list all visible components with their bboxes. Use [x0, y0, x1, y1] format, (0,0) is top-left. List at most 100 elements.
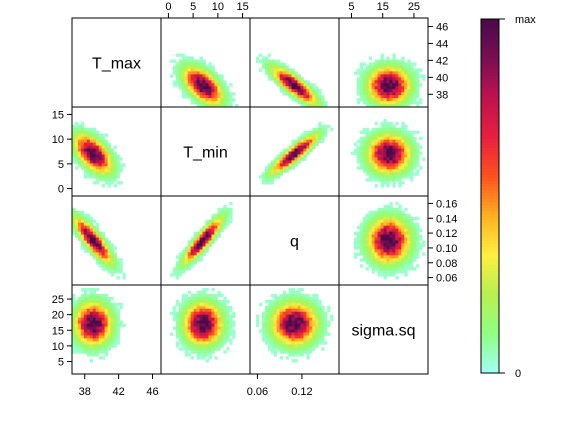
heat-cell — [416, 77, 420, 81]
heat-cell — [217, 347, 221, 351]
colorbar-segment — [481, 250, 499, 254]
heat-cell — [380, 121, 384, 126]
heat-cell — [104, 145, 108, 149]
heat-cell — [386, 80, 390, 84]
heat-cell — [202, 68, 206, 72]
heat-cell — [422, 157, 426, 161]
heat-cell — [395, 234, 399, 238]
heat-cell — [380, 184, 384, 188]
colorbar-segment — [481, 205, 499, 209]
heat-cell — [359, 249, 364, 253]
heat-cell — [214, 77, 218, 81]
heat-cell — [276, 169, 281, 173]
heat-cell — [294, 341, 298, 345]
heat-cell — [199, 296, 203, 301]
heat-cell — [285, 335, 289, 339]
heat-cell — [86, 240, 91, 244]
heat-cell — [291, 359, 295, 363]
heat-cell — [199, 98, 203, 102]
heat-cell — [74, 166, 79, 170]
heat-cell — [404, 151, 408, 155]
heat-cell — [205, 350, 209, 354]
heat-cell — [116, 267, 120, 271]
heat-cell — [359, 225, 364, 230]
heat-cell — [74, 299, 79, 304]
heat-cell — [199, 314, 203, 319]
heat-cell — [374, 127, 378, 132]
heat-cell — [235, 104, 239, 108]
heat-cell — [413, 237, 417, 241]
heat-cell — [196, 305, 200, 310]
heat-cell — [398, 178, 402, 182]
colorbar-segment — [481, 31, 499, 35]
heat-cell — [410, 101, 414, 105]
heat-cell — [199, 258, 203, 262]
heat-cell — [193, 347, 197, 351]
heat-cell — [92, 317, 97, 321]
heat-cell — [377, 127, 381, 132]
heat-cell — [309, 101, 313, 105]
heat-cell — [413, 160, 417, 164]
heat-cell — [282, 62, 286, 66]
heat-cell — [190, 68, 195, 72]
heat-cell — [365, 92, 370, 96]
heat-cell — [324, 127, 328, 132]
heat-cell — [273, 68, 278, 72]
heat-cell — [315, 293, 319, 298]
colorbar-segment — [481, 37, 499, 41]
heat-cell — [273, 353, 278, 357]
heat-cell — [181, 341, 186, 345]
heat-cell — [86, 216, 91, 221]
heat-cell — [404, 234, 408, 238]
heat-cell — [389, 261, 393, 265]
heat-cell — [380, 231, 384, 235]
heat-cell — [276, 347, 281, 351]
heat-cell — [291, 335, 295, 339]
heat-cell — [395, 104, 399, 108]
heat-cell — [217, 338, 221, 342]
heat-cell — [77, 127, 82, 132]
heat-cell — [300, 305, 304, 310]
heat-cell — [184, 302, 189, 307]
heat-cell — [74, 350, 79, 354]
heat-cell — [232, 335, 236, 339]
heat-cell — [291, 148, 295, 152]
heat-cell — [181, 344, 186, 348]
heat-cell — [217, 80, 221, 84]
heat-cell — [104, 326, 108, 330]
heat-cell — [276, 305, 281, 310]
heat-cell — [208, 98, 212, 102]
heat-cell — [374, 133, 378, 138]
heat-cell — [380, 56, 384, 60]
heat-cell — [300, 332, 304, 336]
heat-cell — [187, 344, 192, 348]
heat-cell — [172, 311, 177, 316]
heat-cell — [389, 234, 393, 238]
heat-cell — [104, 151, 108, 155]
heat-cell — [95, 145, 100, 149]
heat-cell — [267, 68, 272, 72]
heat-cell — [365, 267, 370, 271]
heat-cell — [211, 332, 215, 336]
heat-cell — [205, 92, 209, 96]
heat-cell — [398, 133, 402, 138]
heat-cell — [95, 347, 100, 351]
heat-cell — [86, 136, 91, 141]
heat-cell — [300, 139, 304, 143]
heat-cell — [392, 240, 396, 244]
heat-cell — [220, 222, 224, 227]
heat-cell — [371, 92, 375, 96]
heat-cell — [95, 169, 100, 173]
heat-cell — [214, 104, 218, 108]
heat-cell — [101, 133, 106, 138]
heat-cell — [377, 62, 381, 66]
heat-cell — [199, 323, 203, 327]
heat-cell — [110, 267, 114, 271]
heat-cell — [172, 267, 177, 271]
heat-cell — [72, 341, 76, 345]
heat-cell — [104, 175, 108, 179]
heat-cell — [413, 136, 417, 141]
heat-cell — [107, 160, 111, 164]
heat-cell — [422, 243, 426, 247]
heat-cell — [374, 264, 378, 268]
